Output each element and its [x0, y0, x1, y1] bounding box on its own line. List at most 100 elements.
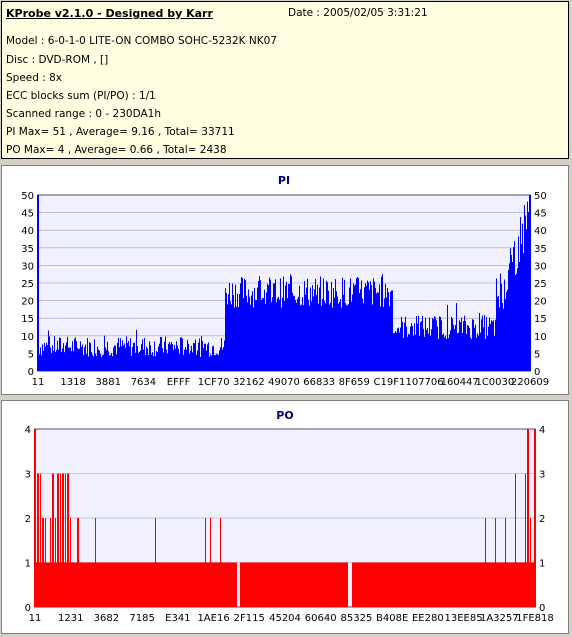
po-bar	[447, 562, 448, 607]
po-bar	[88, 562, 89, 607]
po-bar	[353, 562, 354, 607]
po-bar	[329, 562, 330, 607]
x-tick-label: 3682	[94, 613, 119, 624]
pi-bar	[88, 356, 89, 371]
po-bar	[398, 562, 399, 607]
po-bar	[481, 562, 482, 607]
po-bar	[347, 562, 348, 607]
pi-bar	[235, 284, 236, 371]
range-line: Scanned range : 0 - 230DA1h	[6, 108, 161, 120]
po-bar	[526, 562, 527, 607]
pi-bar	[306, 287, 307, 371]
x-tick-label: 85325	[341, 613, 373, 624]
po-bar	[49, 562, 50, 607]
po-bar	[328, 562, 329, 607]
po-bar	[114, 562, 115, 607]
pi-bar	[108, 351, 109, 371]
po-bar	[108, 562, 109, 607]
pi-bar	[74, 338, 75, 371]
pi-bar	[290, 274, 291, 371]
pi-bar	[401, 316, 402, 371]
pi-bar	[493, 320, 494, 371]
pi-bar	[145, 355, 146, 371]
po-bar	[36, 562, 37, 607]
pi-bar	[455, 324, 456, 371]
pi-bar	[335, 279, 336, 371]
x-tick-label: EFFF	[167, 377, 191, 388]
pi-bar	[213, 345, 214, 371]
pi-bar	[397, 328, 398, 371]
pi-bar	[355, 284, 356, 371]
pi-bar	[398, 327, 399, 371]
po-bar	[52, 473, 53, 607]
pi-bar	[200, 356, 201, 371]
pi-bar	[104, 335, 105, 371]
pi-bar	[209, 356, 210, 371]
pi-bar	[404, 322, 405, 371]
po-bar	[280, 562, 281, 607]
pi-bar	[103, 354, 104, 371]
pi-bar	[367, 280, 368, 371]
pi-bar	[333, 287, 334, 371]
po-bar	[178, 562, 179, 607]
po-bar	[212, 562, 213, 607]
y-tick-label-left: 30	[21, 261, 34, 272]
po-bar	[499, 562, 500, 607]
po-bar	[446, 562, 447, 607]
po-bar	[320, 562, 321, 607]
pi-bar	[381, 276, 382, 371]
po-bar	[323, 562, 324, 607]
pi-bar	[448, 338, 449, 371]
pi-bar	[80, 341, 81, 371]
pi-bar	[528, 212, 529, 371]
pi-bar	[215, 355, 216, 371]
pi-bar	[403, 337, 404, 371]
po-bar	[132, 562, 133, 607]
po-bar	[355, 562, 356, 607]
pi-bar	[438, 338, 439, 371]
pi-bar	[231, 304, 232, 371]
po-bar	[272, 562, 273, 607]
po-bar	[155, 518, 156, 607]
po-bar	[148, 562, 149, 607]
po-bar	[302, 562, 303, 607]
y-tick-label-left: 2	[25, 514, 31, 525]
po-bar	[92, 562, 93, 607]
pi-bar	[394, 332, 395, 371]
pi-bar	[474, 327, 475, 371]
pi-bar	[201, 335, 202, 371]
x-tick-label: C19F1	[374, 377, 406, 388]
po-bar	[191, 562, 192, 607]
pi-bar	[82, 344, 83, 371]
po-bar	[250, 562, 251, 607]
pi-bar	[39, 354, 40, 371]
pi-bar	[307, 278, 308, 371]
pi-bar	[154, 341, 155, 371]
po-bar	[454, 562, 455, 607]
po-bar	[218, 562, 219, 607]
pi-bar	[41, 355, 42, 371]
po-bar	[187, 562, 188, 607]
po-bar	[401, 562, 402, 607]
po-bar	[274, 562, 275, 607]
pi-bar	[529, 238, 530, 371]
pi-bar	[298, 296, 299, 371]
x-tick-label: 1CF70	[198, 377, 230, 388]
pi-bar	[508, 269, 509, 371]
pi-bar	[202, 341, 203, 371]
pi-bar	[203, 348, 204, 371]
po-bar	[232, 562, 233, 607]
po-bar	[429, 562, 430, 607]
po-bar	[528, 429, 529, 607]
pi-bar	[486, 316, 487, 371]
pi-bar	[399, 332, 400, 371]
po-bar	[268, 562, 269, 607]
pi-bar	[315, 278, 316, 371]
pi-bar	[119, 347, 120, 371]
pi-bar	[470, 337, 471, 371]
po-bar	[340, 562, 341, 607]
pi-bar	[447, 305, 448, 371]
po-bar	[339, 562, 340, 607]
pi-bar	[240, 283, 241, 371]
pi-bar	[260, 280, 261, 371]
